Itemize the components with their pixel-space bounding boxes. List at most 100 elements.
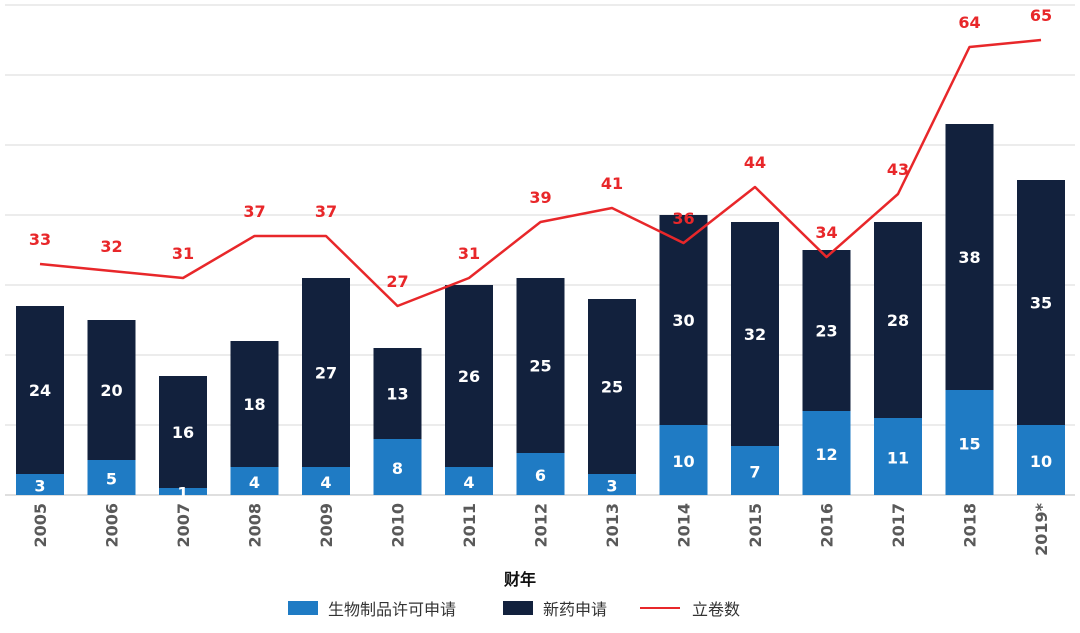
- bar-bla: [373, 439, 422, 495]
- data-label-nda: 32: [744, 325, 766, 344]
- legend-swatch-bla: [288, 601, 318, 615]
- data-label-bla: 1: [177, 484, 188, 503]
- data-label-total: 33: [29, 230, 51, 249]
- legend-label-filings: 立卷数: [692, 600, 741, 619]
- data-label-total: 65: [1030, 6, 1052, 25]
- bar-nda: [159, 376, 207, 488]
- data-label-bla: 4: [320, 473, 331, 492]
- data-labels: 3 24 5 20 1 16 4 18 4 27 8 13 4 26 6 25 3 25 10 30 7 32 12 23 11…: [29, 248, 1052, 503]
- data-label-bla: 4: [249, 473, 260, 492]
- data-label-bla: 6: [535, 466, 546, 485]
- x-tick-label: 2007: [174, 503, 193, 548]
- data-label-nda: 28: [887, 311, 909, 330]
- bars: [16, 124, 1065, 495]
- data-label-bla: 7: [749, 463, 760, 482]
- data-label-nda: 23: [815, 322, 837, 341]
- data-label-bla: 4: [463, 473, 474, 492]
- data-label-total: 36: [672, 209, 694, 228]
- legend-item-nda: 新药申请: [503, 595, 607, 621]
- data-label-nda: 30: [672, 311, 694, 330]
- x-tick-label: 2005: [31, 503, 50, 548]
- x-tick-label: 2010: [389, 503, 408, 548]
- legend-label-nda: 新药申请: [543, 600, 608, 619]
- bar-nda: [516, 278, 565, 453]
- legend: 生物制品许可申请 新药申请 立卷数: [0, 595, 1080, 621]
- data-label-bla: 10: [1030, 452, 1052, 471]
- bar-bla: [802, 411, 851, 495]
- legend-item-bla: 生物制品许可申请: [288, 595, 456, 621]
- bar-bla: [874, 418, 922, 495]
- data-label-total: 39: [529, 188, 551, 207]
- bar-bla: [159, 488, 207, 495]
- bar-nda: [1017, 180, 1065, 425]
- data-label-nda: 38: [958, 248, 980, 267]
- bar-bla: [516, 453, 565, 495]
- data-label-total: 31: [172, 244, 194, 263]
- data-label-total: 31: [458, 244, 480, 263]
- data-label-total: 43: [887, 160, 909, 179]
- data-label-total: 64: [958, 13, 980, 32]
- x-tick-label: 2015: [746, 503, 765, 548]
- bar-nda: [588, 299, 636, 474]
- x-tick-label: 2008: [246, 503, 265, 548]
- bar-nda: [87, 320, 136, 460]
- bar-nda: [802, 250, 851, 411]
- x-axis-ticks: 2005 2006 2007 2008 2009 2010 2011 2012 2013 2014…: [31, 502, 1051, 556]
- bar-nda: [445, 285, 493, 467]
- legend-item-filings: 立卷数: [640, 595, 740, 621]
- data-label-nda: 25: [529, 357, 551, 376]
- data-label-bla: 8: [392, 459, 403, 478]
- data-label-nda: 20: [100, 381, 122, 400]
- data-label-bla: 3: [34, 477, 45, 496]
- data-label-bla: 12: [815, 445, 837, 464]
- bar-bla: [945, 390, 994, 495]
- bar-bla: [87, 460, 136, 495]
- x-tick-label: 2019*: [1032, 502, 1051, 556]
- data-label-total: 37: [315, 202, 337, 221]
- data-label-total: 44: [744, 153, 766, 172]
- bar-nda: [16, 306, 64, 474]
- data-label-nda: 18: [243, 395, 265, 414]
- legend-swatch-filings: [640, 607, 680, 609]
- data-label-nda: 27: [315, 364, 337, 383]
- legend-swatch-nda: [503, 601, 533, 615]
- bar-nda: [731, 222, 779, 446]
- data-label-nda: 24: [29, 381, 51, 400]
- x-tick-label: 2009: [317, 503, 336, 548]
- x-tick-label: 2014: [675, 503, 694, 548]
- bar-bla: [16, 474, 64, 495]
- x-tick-label: 2018: [961, 503, 980, 548]
- data-label-bla: 10: [672, 452, 694, 471]
- data-label-nda: 26: [458, 367, 480, 386]
- x-tick-label: 2011: [460, 503, 479, 548]
- bar-bla: [445, 467, 493, 495]
- data-label-nda: 16: [172, 423, 194, 442]
- data-label-bla: 11: [887, 449, 909, 468]
- legend-label-bla: 生物制品许可申请: [328, 600, 457, 619]
- data-label-nda: 35: [1030, 294, 1052, 313]
- bar-bla: [1017, 425, 1065, 495]
- bar-nda: [302, 278, 350, 467]
- data-label-total: 32: [100, 237, 122, 256]
- data-label-total: 27: [386, 272, 408, 291]
- x-axis-label: 财年: [503, 570, 536, 589]
- total-line: 33 32 31 37 37 27 31 39 41 36 44 34 43 64 65: [29, 6, 1052, 308]
- bar-nda: [373, 348, 422, 439]
- data-label-total: 37: [243, 202, 265, 221]
- bar-nda: [659, 215, 708, 425]
- data-label-bla: 5: [106, 470, 117, 489]
- data-label-total: 34: [815, 223, 837, 242]
- data-label-bla: 3: [606, 477, 617, 496]
- data-label-nda: 13: [386, 385, 408, 404]
- x-tick-label: 2017: [889, 503, 908, 548]
- bar-nda: [874, 222, 922, 418]
- bar-nda: [945, 124, 994, 390]
- data-label-bla: 15: [958, 435, 980, 454]
- bar-bla: [588, 474, 636, 495]
- bar-bla: [302, 467, 350, 495]
- data-label-nda: 25: [601, 378, 623, 397]
- x-tick-label: 2013: [603, 503, 622, 548]
- bar-bla: [230, 467, 279, 495]
- x-tick-label: 2016: [818, 503, 837, 548]
